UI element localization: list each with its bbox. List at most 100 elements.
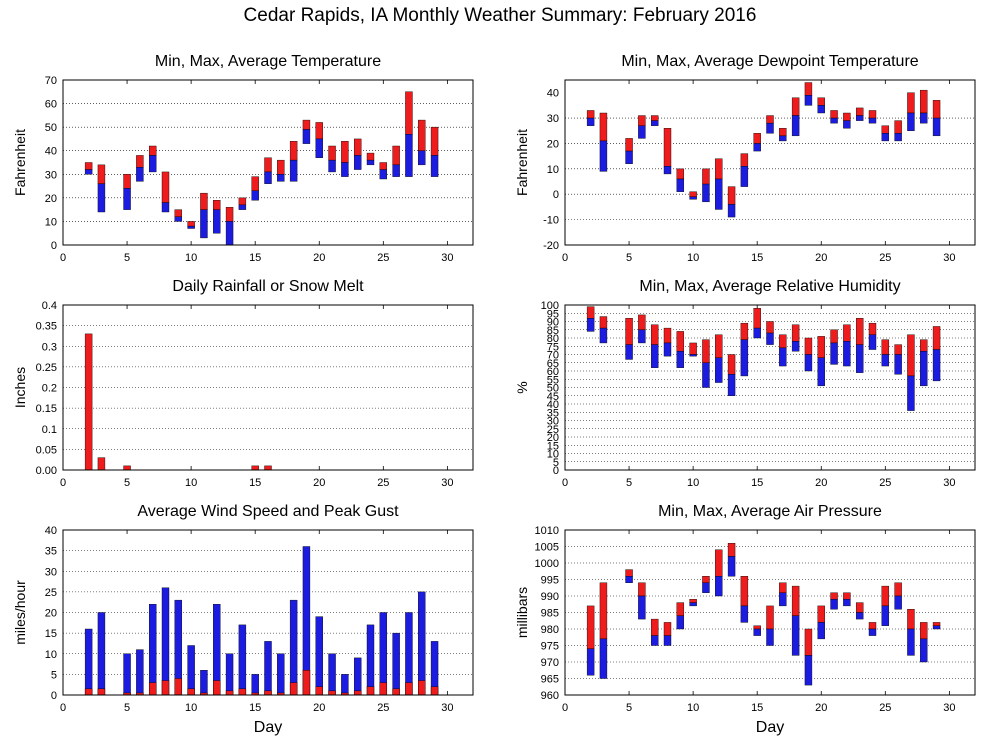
bar-upper-temperature xyxy=(123,174,131,189)
bar-lower-temperature xyxy=(84,169,93,175)
bar-lower-humidity xyxy=(715,357,723,383)
bar-upper-humidity xyxy=(855,318,864,345)
bar-upper-pressure xyxy=(740,576,749,607)
bar-lower-humidity xyxy=(702,362,710,388)
chart-title-wind: Average Wind Speed and Peak Gust xyxy=(137,503,399,520)
bar-upper-humidity xyxy=(638,314,646,330)
bar-upper-temperature xyxy=(97,164,106,184)
chart-title-temperature: Min, Max, Average Temperature xyxy=(155,53,381,70)
x-tick-label-rainfall: 30 xyxy=(441,477,453,489)
bar-upper-pressure xyxy=(689,599,697,603)
y-tick-label-rainfall: 0.2 xyxy=(42,383,57,395)
y-tick-label-temperature: 70 xyxy=(45,75,57,87)
bar-lower-pressure xyxy=(753,628,761,636)
bar-upper-humidity xyxy=(894,344,902,355)
bar-lower-pressure xyxy=(817,622,825,640)
bar-lower-humidity xyxy=(766,332,774,345)
bar-upper-pressure xyxy=(779,582,787,593)
bar-gust-wind xyxy=(225,653,234,696)
bar-lower-dewpoint xyxy=(894,133,902,142)
bar-upper-temperature xyxy=(213,200,221,210)
y-tick-label-pressure: 985 xyxy=(541,608,559,620)
bar-lower-pressure xyxy=(727,556,736,577)
bar-lower-temperature xyxy=(251,190,259,201)
bar-rainfall xyxy=(264,465,272,471)
bar-rainfall xyxy=(251,465,259,471)
x-tick-label-dewpoint: 5 xyxy=(626,252,632,264)
bar-upper-dewpoint xyxy=(881,125,890,134)
y-tick-label-humidity: 25 xyxy=(547,424,559,436)
y-tick-label-wind: 10 xyxy=(45,649,57,661)
x-tick-label-wind: 0 xyxy=(60,702,66,714)
y-tick-label-humidity: 80 xyxy=(547,333,559,345)
bar-lower-humidity xyxy=(753,327,761,339)
y-tick-label-humidity: 30 xyxy=(547,416,559,428)
bar-upper-pressure xyxy=(804,628,813,656)
bar-lower-dewpoint xyxy=(753,143,761,152)
bar-upper-dewpoint xyxy=(907,92,915,114)
y-tick-label-dewpoint: -20 xyxy=(543,240,559,252)
y-tick-label-pressure: 990 xyxy=(541,591,559,603)
bar-gust-wind xyxy=(136,649,144,696)
y-tick-label-rainfall: 0.4 xyxy=(42,300,57,312)
bar-lower-temperature xyxy=(418,150,426,166)
y-axis-label-humidity: % xyxy=(514,381,530,393)
bar-upper-dewpoint xyxy=(727,186,736,205)
bar-upper-pressure xyxy=(676,602,685,616)
bar-upper-humidity xyxy=(599,316,608,329)
bar-gust-wind xyxy=(366,624,375,696)
bar-lower-humidity xyxy=(868,334,877,350)
bar-upper-dewpoint xyxy=(702,168,710,185)
bar-upper-dewpoint xyxy=(804,82,813,96)
y-tick-label-wind: 20 xyxy=(45,608,57,620)
y-tick-label-humidity: 15 xyxy=(547,440,559,452)
y-tick-label-temperature: 0 xyxy=(51,240,57,252)
y-tick-label-wind: 0 xyxy=(51,690,57,702)
bar-lower-temperature xyxy=(328,159,336,173)
bar-upper-humidity xyxy=(740,322,749,340)
bar-upper-dewpoint xyxy=(830,110,838,119)
x-tick-label-dewpoint: 10 xyxy=(687,252,699,264)
bar-lower-pressure xyxy=(894,595,902,610)
y-tick-label-pressure: 960 xyxy=(541,690,559,702)
bar-lower-dewpoint xyxy=(907,112,915,131)
bar-lower-humidity xyxy=(855,344,864,373)
y-axis-label-rainfall: Inches xyxy=(12,367,28,408)
y-tick-label-humidity: 35 xyxy=(547,407,559,419)
bar-lower-dewpoint xyxy=(689,196,697,200)
bar-lower-pressure xyxy=(689,602,697,607)
y-tick-label-dewpoint: 0 xyxy=(553,189,559,201)
bar-lower-temperature xyxy=(366,159,375,166)
y-tick-label-temperature: 30 xyxy=(45,169,57,181)
y-tick-label-humidity: 100 xyxy=(541,300,559,312)
bar-gust-wind xyxy=(341,674,349,696)
bar-lower-humidity xyxy=(689,354,697,357)
bar-lower-humidity xyxy=(650,344,659,368)
bar-avg-wind xyxy=(148,682,157,696)
bar-lower-dewpoint xyxy=(855,115,864,121)
bar-upper-temperature xyxy=(366,152,375,161)
bar-lower-temperature xyxy=(161,202,170,213)
bar-upper-humidity xyxy=(830,329,838,344)
bar-gust-wind xyxy=(148,604,157,696)
y-tick-label-humidity: 95 xyxy=(547,308,559,320)
bar-lower-humidity xyxy=(586,318,595,332)
y-axis-label-temperature: Fahrenheit xyxy=(12,129,28,196)
y-tick-label-pressure: 965 xyxy=(541,674,559,686)
bar-upper-humidity xyxy=(676,331,685,352)
chart-title-rainfall: Daily Rainfall or Snow Melt xyxy=(172,278,364,295)
x-tick-label-wind: 25 xyxy=(377,702,389,714)
bar-upper-temperature xyxy=(277,159,285,175)
bar-lower-pressure xyxy=(625,576,633,584)
x-tick-label-humidity: 20 xyxy=(815,477,827,489)
x-tick-label-pressure: 25 xyxy=(879,702,891,714)
x-tick-label-humidity: 10 xyxy=(687,477,699,489)
bar-lower-dewpoint xyxy=(932,117,941,137)
x-tick-label-pressure: 5 xyxy=(626,702,632,714)
bar-gust-wind xyxy=(328,653,336,696)
bar-lower-humidity xyxy=(740,339,749,377)
x-tick-label-humidity: 0 xyxy=(562,477,568,489)
y-tick-label-dewpoint: 10 xyxy=(547,164,559,176)
y-axis-label-pressure: millibars xyxy=(514,587,530,638)
bar-lower-temperature xyxy=(148,155,157,173)
